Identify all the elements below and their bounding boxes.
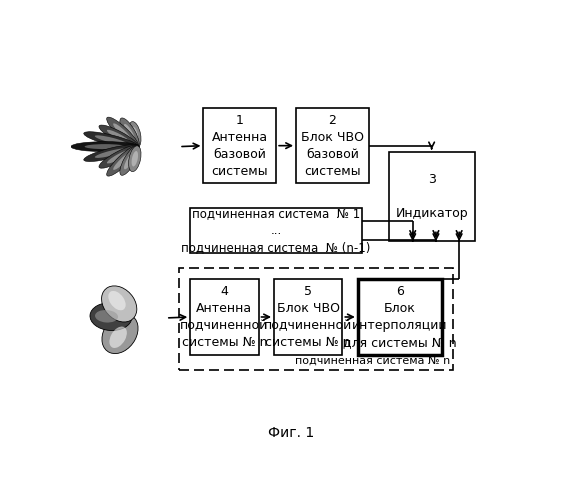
Ellipse shape: [120, 118, 139, 148]
Ellipse shape: [131, 127, 138, 142]
Ellipse shape: [109, 326, 127, 348]
Ellipse shape: [120, 146, 139, 176]
Text: подчиненная система № n: подчиненная система № n: [295, 356, 451, 366]
Ellipse shape: [106, 146, 139, 176]
Ellipse shape: [129, 146, 141, 172]
Ellipse shape: [99, 125, 139, 148]
Ellipse shape: [71, 142, 139, 152]
Ellipse shape: [102, 314, 138, 354]
Ellipse shape: [84, 144, 139, 162]
Ellipse shape: [106, 117, 139, 148]
Bar: [179, 268, 452, 370]
Ellipse shape: [85, 144, 126, 149]
Ellipse shape: [95, 136, 128, 145]
Ellipse shape: [107, 150, 131, 164]
Bar: [296, 108, 369, 183]
Text: 5
Блок ЧВО
подчиненной
системы № n: 5 Блок ЧВО подчиненной системы № n: [264, 285, 352, 349]
Text: 4
Антенна
подчиненной
системы № n: 4 Антенна подчиненной системы № n: [180, 285, 269, 349]
Ellipse shape: [129, 122, 141, 148]
Text: 1
Антенна
базовой
системы: 1 Антенна базовой системы: [212, 114, 268, 178]
Text: 6
Блок
интерполяции
для системы № n: 6 Блок интерполяции для системы № n: [343, 285, 456, 349]
Ellipse shape: [113, 152, 132, 170]
Ellipse shape: [102, 286, 137, 322]
Ellipse shape: [95, 310, 118, 322]
Ellipse shape: [99, 145, 139, 168]
Ellipse shape: [107, 130, 131, 143]
Ellipse shape: [108, 291, 126, 310]
Ellipse shape: [124, 152, 135, 170]
Ellipse shape: [113, 124, 132, 142]
Ellipse shape: [84, 132, 139, 148]
Text: Фиг. 1: Фиг. 1: [269, 426, 315, 440]
Bar: [190, 208, 362, 252]
Text: 3

Индикатор: 3 Индикатор: [395, 173, 468, 220]
Ellipse shape: [131, 151, 138, 166]
Bar: [204, 108, 276, 183]
Ellipse shape: [124, 124, 135, 142]
Bar: [358, 280, 442, 354]
Bar: [190, 280, 258, 354]
Ellipse shape: [95, 148, 128, 158]
Text: подчиненная система  № 1
...
подчиненная система  № (n-1): подчиненная система № 1 ... подчиненная …: [182, 207, 371, 254]
Bar: [274, 280, 343, 354]
Text: 2
Блок ЧВО
базовой
системы: 2 Блок ЧВО базовой системы: [301, 114, 364, 178]
Ellipse shape: [90, 302, 132, 330]
Bar: [389, 152, 475, 241]
